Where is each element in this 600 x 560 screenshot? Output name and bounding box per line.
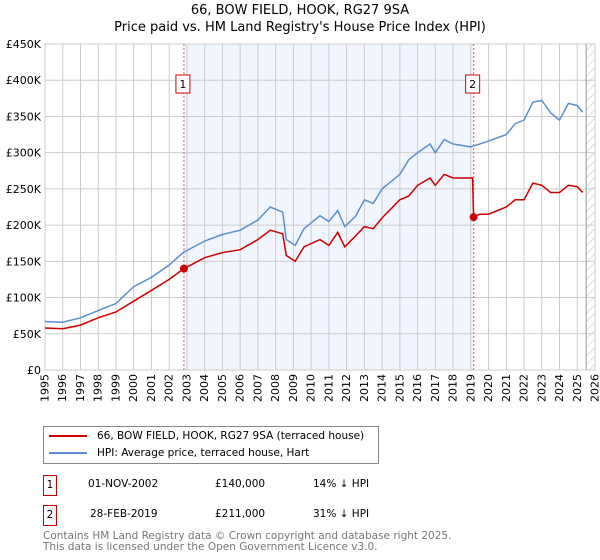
blue-line-swatch [49,452,87,454]
x-tick-label: 2026 [589,374,600,402]
legend-label: HPI: Average price, terraced house, Hart [97,447,310,459]
x-tick-label: 2008 [269,374,282,402]
x-tick-label: 2005 [216,374,229,402]
x-tick-label: 1997 [74,374,87,402]
x-tick-label: 2003 [180,374,193,402]
sale-marker-label: 2 [469,78,476,91]
transaction-price: £211,000 [215,508,266,520]
legend-item-hpi: HPI: Average price, terraced house, Hart [49,447,309,459]
x-tick-label: 1996 [56,374,69,402]
x-tick-label: 2013 [358,374,371,402]
title-line: 66, BOW FIELD, HOOK, RG27 9SA [190,3,410,18]
x-tick-label: 2001 [145,374,158,402]
sale-marker-box [465,74,481,94]
y-tick-label: £200K [6,219,42,232]
transaction-date: 28-FEB-2019 [90,508,158,520]
y-tick-label: £150K [6,255,42,268]
x-tick-label: 2019 [464,374,477,402]
y-tick-label: £350K [6,110,42,123]
x-tick-label: 2000 [127,374,140,402]
x-tick-label: 2018 [447,374,460,402]
y-tick-label: £450K [6,38,42,51]
forecast-hatch [586,44,595,370]
x-tick-label: 1999 [109,374,122,402]
x-tick-label: 1995 [39,374,52,402]
transaction-number: 1 [43,475,57,496]
footer-copyright: Contains HM Land Registry data © Crown c… [43,530,452,542]
legend: 66, BOW FIELD, HOOK, RG27 9SA (terraced … [43,426,379,464]
sale-marker-label: 1 [179,78,186,91]
red-line-swatch [49,435,87,437]
x-tick-label: 2015 [393,374,406,402]
legend-item-property: 66, BOW FIELD, HOOK, RG27 9SA (terraced … [49,430,364,442]
x-tick-label: 1998 [92,374,105,402]
x-tick-label: 2011 [322,374,335,402]
sale-point [469,213,478,222]
sale-marker-box [175,74,191,94]
x-tick-label: 2016 [411,374,424,402]
y-tick-label: £100K [6,292,42,305]
x-tick-label: 2017 [429,374,442,402]
x-tick-label: 2021 [500,374,513,402]
x-tick-label: 2025 [571,374,584,402]
transaction-hpi-diff: 14% ↓ HPI [313,478,370,490]
footer: Contains HM Land Registry data © Crown c… [43,531,451,553]
transaction-date: 01-NOV-2002 [88,478,159,490]
subtitle-line: Price paid vs. HM Land Registry's House … [114,20,486,35]
transaction-number: 2 [43,505,57,526]
x-tick-label: 2007 [251,374,264,402]
x-tick-label: 2006 [234,374,247,402]
x-tick-label: 2020 [482,374,495,402]
y-tick-label: £250K [6,183,42,196]
x-tick-label: 2010 [305,374,318,402]
footer-licence: This data is licensed under the Open Gov… [43,541,378,553]
x-tick-label: 2012 [340,374,353,402]
x-tick-label: 2023 [535,374,548,402]
x-tick-label: 2022 [518,374,531,402]
x-tick-label: 2024 [553,374,566,402]
plot-border [44,43,596,371]
y-tick-label: £400K [6,74,42,87]
y-tick-label: £300K [6,147,42,160]
price-chart: 1995 1996 1997 1998 1999 2000 2001 2002 2003 2004… [6,38,600,402]
x-tick-label: 2009 [287,374,300,402]
transaction-hpi-diff: 31% ↓ HPI [313,508,370,520]
transaction-price: £140,000 [215,478,266,490]
chart-title: 66, BOW FIELD, HOOK, RG27 9SA Price paid… [0,2,600,36]
sale-point [179,264,188,273]
y-tick-label: £0 [27,364,41,377]
x-tick-label: 2014 [376,374,389,402]
x-tick-label: 2004 [198,374,211,402]
y-tick-label: £50K [13,328,42,341]
legend-label: 66, BOW FIELD, HOOK, RG27 9SA (terraced … [97,430,365,442]
x-tick-label: 2002 [163,374,176,402]
hpi-series-line [44,99,584,323]
